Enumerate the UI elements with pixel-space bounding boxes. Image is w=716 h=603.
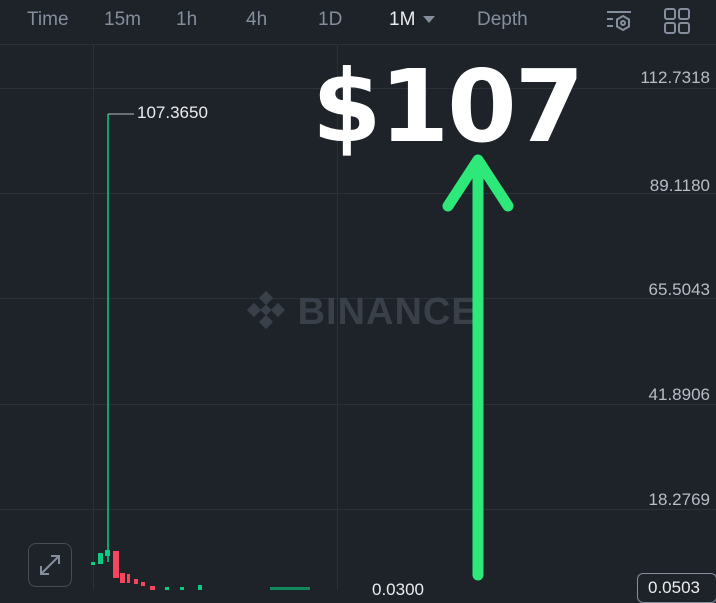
last-price-badge: 0.0503 (637, 573, 716, 603)
candle (120, 573, 125, 583)
tab-1d[interactable]: 1D (318, 9, 343, 30)
tab-15m[interactable]: 15m (104, 9, 141, 30)
watermark-text: BINANCE (297, 291, 478, 333)
grid-layout-icon[interactable] (662, 6, 692, 36)
candle (91, 562, 95, 565)
tab-time[interactable]: Time (27, 9, 69, 30)
gridline (0, 404, 716, 405)
binance-watermark: BINANCE (246, 290, 478, 334)
tab-1m-label: 1M (389, 9, 416, 30)
tab-1h[interactable]: 1h (176, 9, 198, 30)
tab-4h[interactable]: 4h (246, 9, 268, 30)
gridline (93, 45, 94, 590)
candle (165, 587, 169, 590)
candle (150, 586, 155, 590)
y-axis-label: 41.8906 (648, 385, 710, 404)
low-price-label: 0.0300 (372, 580, 424, 599)
indicator-settings-icon[interactable] (604, 6, 634, 36)
gridline (0, 509, 716, 510)
candle (134, 579, 138, 584)
candle (141, 582, 145, 586)
candle (98, 553, 103, 564)
candlestick-chart[interactable] (0, 0, 716, 590)
gridline (0, 298, 716, 299)
candle (180, 587, 184, 590)
y-axis-label: 89.1180 (649, 176, 710, 195)
fullscreen-button[interactable] (28, 543, 72, 587)
tab-1m[interactable]: 1M (389, 9, 436, 31)
candle (127, 574, 130, 583)
gridline (0, 88, 716, 89)
tab-depth[interactable]: Depth (477, 9, 528, 30)
candle (198, 585, 202, 590)
price-headline: $107 (312, 48, 584, 165)
binance-logo-icon (246, 290, 286, 330)
gridline (0, 193, 716, 194)
high-price-label: 107.3650 (137, 103, 208, 122)
y-axis-label: 65.5043 (648, 280, 710, 299)
chevron-down-icon (423, 16, 436, 24)
expand-icon (40, 555, 60, 575)
gridline (337, 45, 338, 590)
y-axis-label: 112.7318 (640, 68, 710, 87)
y-axis-label: 18.2769 (648, 490, 710, 509)
candle (105, 550, 110, 556)
candle (270, 587, 310, 590)
green-arrow (442, 154, 514, 581)
candle (113, 551, 119, 578)
timeframe-toolbar: Time 15m 1h 4h 1D 1M Depth (0, 0, 716, 45)
